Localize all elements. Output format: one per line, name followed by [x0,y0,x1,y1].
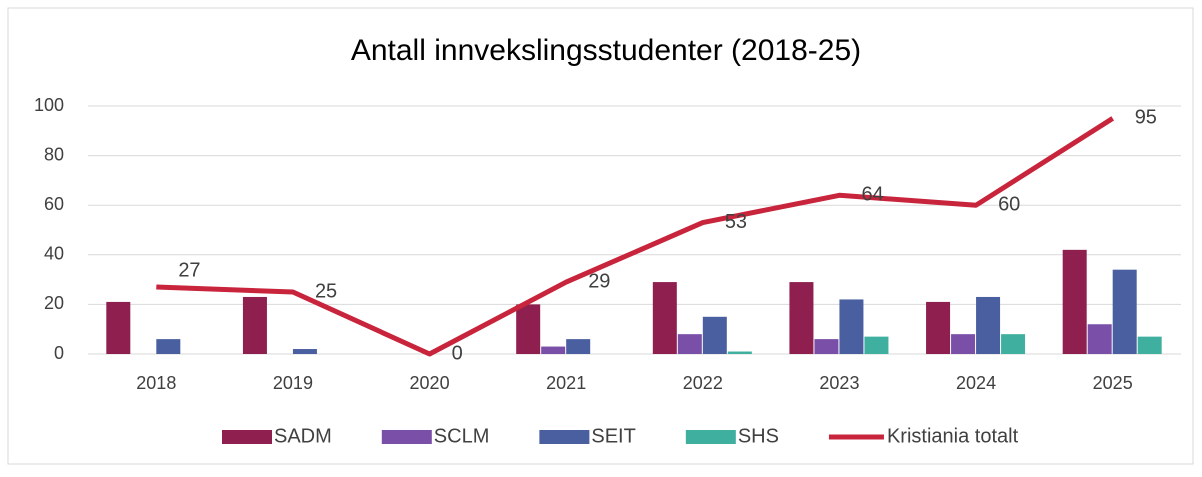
bar [106,301,131,354]
bar [976,296,1001,354]
bar [541,346,566,354]
bar [1137,336,1162,354]
data-label: 95 [1135,107,1157,129]
data-label: 53 [725,211,747,233]
y-tick-label: 80 [44,144,64,164]
x-tick-label: 2018 [136,373,176,393]
bar [1062,249,1087,354]
bar [1087,324,1112,354]
data-label: 27 [178,259,200,281]
x-tick-label: 2022 [683,373,723,393]
x-tick-label: 2025 [1093,373,1133,393]
bar [702,316,727,354]
bar [1001,334,1026,354]
bar [864,336,889,354]
bar [814,339,839,354]
bar [566,339,591,354]
bar [156,339,181,354]
data-label: 0 [452,342,463,364]
data-label: 25 [315,280,337,302]
bar [926,301,951,354]
legend-label: SEIT [591,425,635,447]
legend-label: SADM [274,425,332,447]
bar [1112,269,1137,354]
bar [292,349,317,354]
bar [652,282,677,354]
x-tick-label: 2020 [410,373,450,393]
bar [789,282,814,354]
x-tick-label: 2023 [819,373,859,393]
bar [677,334,702,354]
bar [951,334,976,354]
x-tick-label: 2019 [273,373,313,393]
bar [727,351,752,354]
bar [839,299,864,354]
legend-label: Kristiania totalt [887,425,1019,447]
data-label: 64 [861,184,883,206]
legend-label: SHS [738,425,779,447]
data-label: 29 [588,270,610,292]
bar [516,304,541,354]
y-tick-label: 60 [44,194,64,214]
y-tick-label: 40 [44,244,64,264]
legend-swatch [222,430,272,444]
legend-swatch [685,430,736,444]
chart-title: Antall innvekslingsstudenter (2018-25) [351,34,861,67]
y-tick-label: 20 [44,293,64,313]
chart-border [7,7,1194,465]
legend-swatch [381,430,432,444]
data-label: 60 [998,193,1020,215]
line [156,116,1115,357]
y-tick-label: 100 [34,95,64,115]
bar [242,296,267,354]
x-tick-label: 2021 [546,373,586,393]
legend-label: SCLM [434,425,490,447]
y-tick-label: 0 [54,343,64,363]
legend-swatch [539,430,590,444]
x-tick-label: 2024 [956,373,996,393]
